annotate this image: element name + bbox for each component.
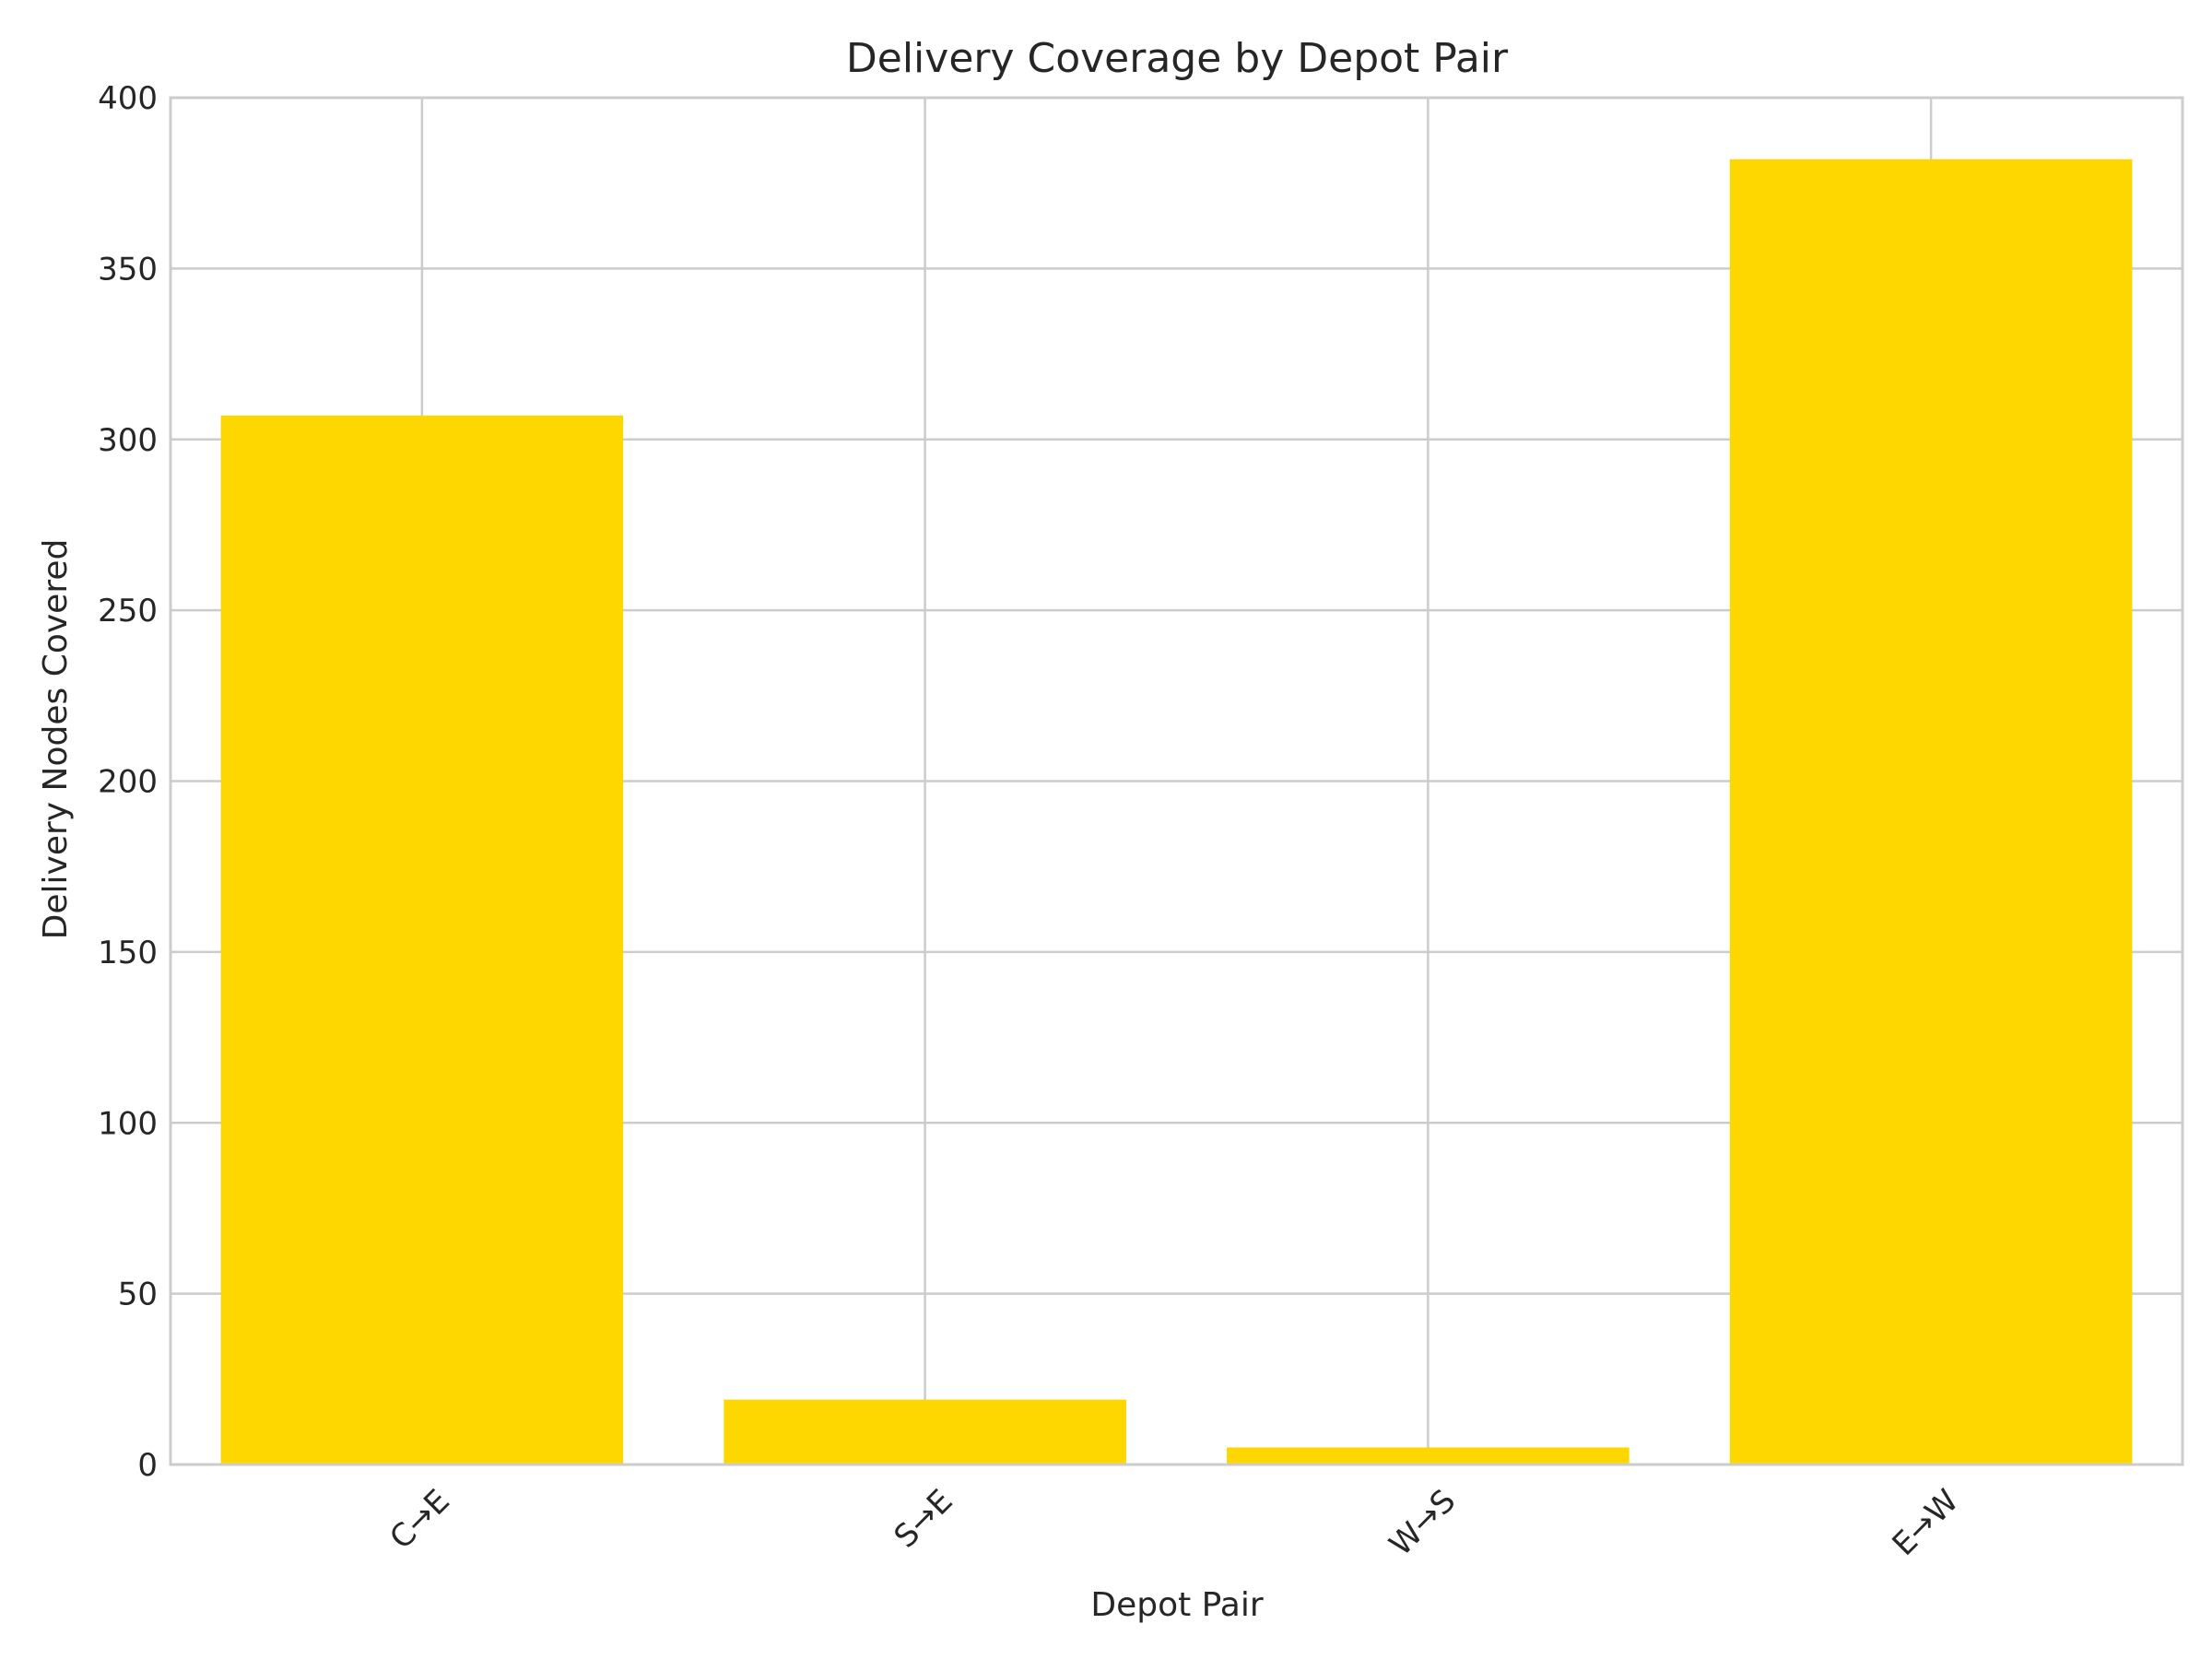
y-tick-label: 300 [98, 422, 158, 459]
plot-frame [169, 96, 2184, 1466]
chart-title: Delivery Coverage by Depot Pair [846, 35, 1509, 82]
y-tick-labels: 0 50 100 150 200 250 300 350 400 [98, 80, 158, 1484]
y-tick-label: 100 [98, 1105, 158, 1142]
y-tick-label: 150 [98, 935, 158, 971]
y-axis-label: Delivery Nodes Covered [37, 539, 75, 940]
x-tick-label: C→E [382, 1483, 456, 1557]
x-tick-label: W→S [1382, 1483, 1463, 1563]
bar-2 [724, 1399, 1126, 1465]
x-tick-label: S→E [888, 1483, 960, 1556]
x-axis-label: Depot Pair [1090, 1586, 1263, 1624]
y-tick-label: 350 [98, 251, 158, 288]
y-tick-label: 0 [137, 1447, 158, 1484]
bar-3 [1227, 1447, 1630, 1465]
y-tick-label: 400 [98, 80, 158, 117]
x-tick-labels: C→E S→E W→S E→W [382, 1483, 1966, 1563]
bar-4 [1729, 159, 2133, 1465]
y-tick-label: 50 [118, 1277, 158, 1313]
x-tick-label: E→W [1886, 1483, 1966, 1563]
bar-1 [220, 415, 624, 1465]
y-tick-label: 200 [98, 764, 158, 801]
y-tick-label: 250 [98, 593, 158, 629]
bars [220, 159, 2133, 1465]
